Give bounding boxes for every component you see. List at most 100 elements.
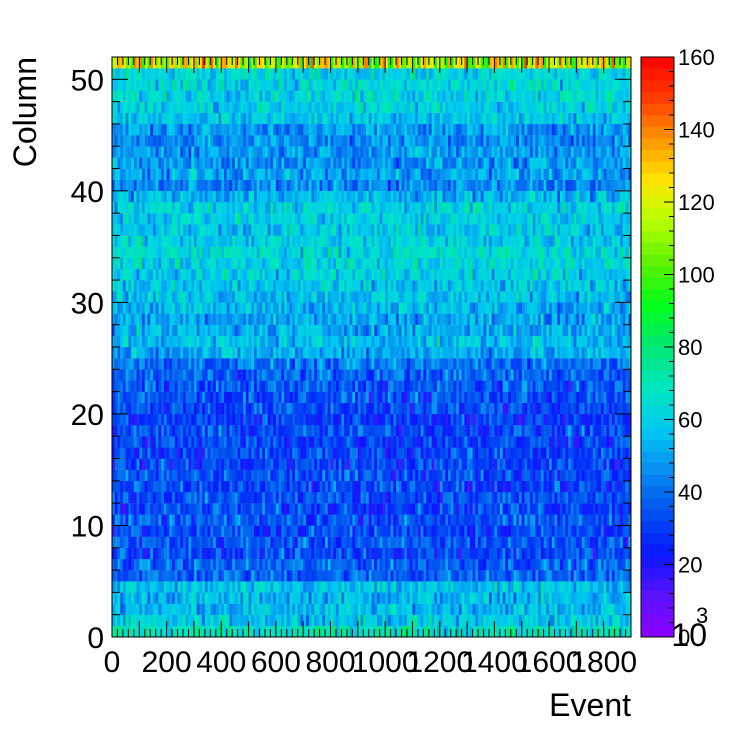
heatmap-cell [447, 347, 452, 359]
heatmap-cell [316, 547, 320, 560]
heatmap-cell [458, 347, 463, 359]
heatmap-cell [245, 436, 249, 448]
heatmap-cell [357, 413, 361, 426]
heatmap-cell [185, 447, 189, 459]
heatmap-cell [559, 425, 564, 437]
heatmap-cell [341, 447, 345, 459]
heatmap-cell [226, 347, 230, 359]
heatmap-cell [114, 347, 118, 359]
heatmap-cell [467, 558, 471, 571]
heatmap-cell [622, 514, 626, 526]
heatmap-cell [333, 458, 337, 470]
heatmap-cell [401, 525, 405, 537]
heatmap-cell [497, 547, 501, 560]
heatmap-cell [620, 380, 624, 392]
heatmap-cell [371, 447, 375, 459]
heatmap-cell [275, 514, 280, 526]
heatmap-cell [300, 413, 304, 426]
heatmap-cell [447, 492, 452, 504]
heatmap-cell [417, 492, 422, 504]
heatmap-cell [622, 391, 626, 403]
heatmap-cell [461, 458, 465, 470]
heatmap-cell [543, 347, 547, 359]
heatmap-cell [237, 614, 241, 627]
heatmap-cell [366, 436, 370, 448]
heatmap-cell [163, 469, 168, 482]
heatmap-cell [202, 369, 206, 381]
heatmap-cell [524, 425, 528, 437]
heatmap-cell [600, 347, 605, 359]
heatmap-cell [423, 369, 427, 381]
heatmap-cell [576, 492, 580, 504]
heatmap-cell [226, 625, 230, 638]
heatmap-cell [133, 358, 137, 370]
heatmap-cell [568, 458, 572, 470]
heatmap-cell [273, 603, 277, 615]
heatmap-cell [475, 469, 479, 482]
heatmap-cell [592, 425, 596, 437]
heatmap-cell [223, 625, 228, 638]
heatmap-cell [346, 347, 351, 359]
heatmap-cell [628, 570, 632, 582]
heatmap-cell [521, 413, 525, 426]
heatmap-cell [237, 558, 241, 571]
heatmap-cell [453, 492, 457, 504]
heatmap-cell [420, 380, 424, 392]
heatmap-cell [385, 480, 389, 493]
heatmap-cell [125, 625, 129, 638]
heatmap-cell [218, 514, 222, 526]
heatmap-cell [423, 514, 427, 526]
heatmap-cell [374, 547, 378, 560]
heatmap-cell [363, 402, 367, 415]
heatmap-cell [407, 525, 411, 537]
heatmap-cell [363, 391, 367, 403]
heatmap-cell [622, 436, 626, 448]
heatmap-cell [407, 369, 411, 381]
heatmap-cell [445, 447, 449, 459]
heatmap-cell [325, 347, 329, 359]
heatmap-cell [587, 347, 591, 359]
heatmap-cell [376, 436, 381, 448]
heatmap-cell [478, 480, 482, 493]
heatmap-cell [628, 547, 632, 560]
heatmap-cell [546, 503, 550, 515]
heatmap-cell [185, 592, 189, 604]
heatmap-cell [147, 514, 151, 526]
heatmap-cell [191, 536, 195, 548]
heatmap-cell [532, 425, 536, 437]
heatmap-cell [573, 525, 577, 537]
heatmap-cell [532, 603, 536, 615]
heatmap-cell [540, 503, 544, 515]
heatmap-cell [322, 581, 326, 593]
heatmap-cell [488, 581, 493, 593]
heatmap-cell [576, 547, 580, 560]
heatmap-cell [196, 625, 200, 638]
heatmap-cell [226, 413, 230, 426]
heatmap-cell [180, 625, 184, 638]
heatmap-cell [232, 592, 236, 604]
heatmap-cell [229, 547, 233, 560]
heatmap-cell [486, 358, 490, 370]
heatmap-cell [188, 425, 192, 437]
heatmap-cell [404, 458, 408, 470]
heatmap-cell [480, 447, 484, 459]
heatmap-cell [420, 469, 424, 482]
heatmap-cell [114, 492, 118, 504]
heatmap-cell [600, 492, 605, 504]
heatmap-cell [363, 581, 367, 593]
heatmap-cell [202, 547, 206, 560]
heatmap-cell [600, 592, 605, 604]
heatmap-cell [300, 480, 304, 493]
heatmap-cell [223, 347, 228, 359]
heatmap-cell [226, 447, 230, 459]
heatmap-cell [628, 514, 632, 526]
heatmap-cell [437, 614, 441, 627]
heatmap-cell [128, 425, 132, 437]
heatmap-cell [207, 570, 211, 582]
heatmap-cell [144, 592, 148, 604]
heatmap-cell [437, 380, 441, 392]
heatmap-cell [532, 469, 536, 482]
heatmap-cell [128, 625, 132, 638]
heatmap-cell [128, 391, 132, 403]
heatmap-cell [491, 480, 495, 493]
